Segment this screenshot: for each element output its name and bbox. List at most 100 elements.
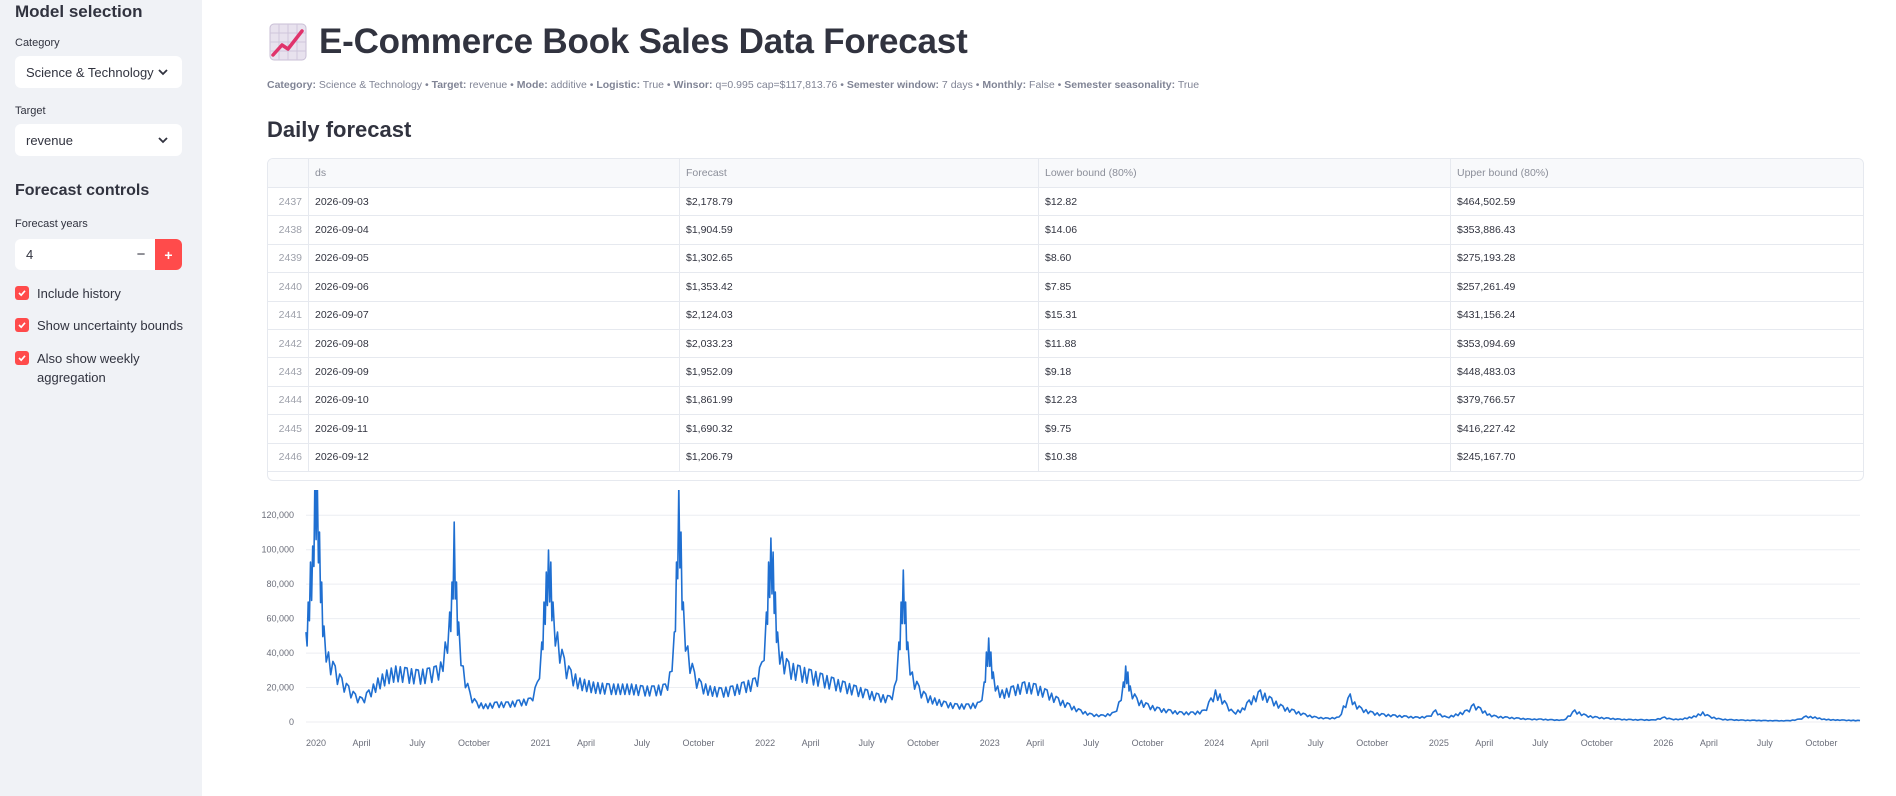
row-index: 2440 bbox=[268, 273, 309, 301]
meta-value: additive bbox=[547, 79, 587, 91]
row-index: 2437 bbox=[268, 188, 309, 216]
table-cell: $416,227.42 bbox=[1457, 422, 1516, 435]
table-cell: 2026-09-05 bbox=[309, 244, 680, 273]
meta-separator: • bbox=[586, 79, 597, 91]
y-tick-label: 60,000 bbox=[266, 614, 294, 624]
index-header bbox=[268, 159, 309, 187]
sidebar: Model selection Category Science & Techn… bbox=[0, 0, 202, 796]
table-row[interactable]: 2446 2026-09-12 $1,206.79 $10.38 $245,167.70 bbox=[268, 443, 1863, 472]
row-index: 2444 bbox=[268, 386, 309, 415]
checkmark-icon bbox=[15, 286, 29, 300]
meta-key: Target: bbox=[431, 79, 467, 91]
target-select-value: revenue bbox=[26, 132, 73, 148]
meta-value: False bbox=[1026, 79, 1055, 91]
table-cell: 2026-09-10 bbox=[309, 386, 680, 415]
table-row[interactable]: 2443 2026-09-09 $1,952.09 $9.18 $448,483.03 bbox=[268, 358, 1863, 387]
x-tick-label: July bbox=[409, 738, 426, 748]
chevron-down-icon bbox=[158, 69, 168, 76]
include-history-checkbox[interactable]: Include history bbox=[15, 284, 121, 303]
target-select[interactable]: revenue bbox=[15, 124, 182, 156]
table-cell: 2026-09-07 bbox=[309, 301, 680, 329]
target-label: Target bbox=[15, 105, 46, 117]
x-tick-label: 2026 bbox=[1653, 738, 1673, 748]
x-tick-label: 2021 bbox=[531, 738, 551, 748]
table-cell: $9.18 bbox=[1039, 358, 1451, 386]
checkmark-icon bbox=[15, 318, 29, 332]
upper-bound-header[interactable]: Upper bound (80%) bbox=[1457, 167, 1549, 179]
table-cell: $379,766.57 bbox=[1457, 394, 1516, 407]
row-index: 2445 bbox=[268, 415, 309, 443]
x-tick-label: April bbox=[1700, 738, 1718, 748]
category-label: Category bbox=[15, 37, 60, 49]
checkmark-icon bbox=[15, 351, 29, 365]
forecast-line-chart: 0 20,000 40,000 60,000 80,000 100,000 120,000 2… bbox=[261, 490, 1861, 748]
weekly-aggregation-label: Also show weekly aggregation bbox=[37, 351, 140, 385]
table-row[interactable]: 2444 2026-09-10 $1,861.99 $12.23 $379,766.57 bbox=[268, 386, 1863, 416]
table-row[interactable]: 2439 2026-09-05 $1,302.65 $8.60 $275,193.28 bbox=[268, 244, 1863, 274]
category-select[interactable]: Science & Technology bbox=[15, 56, 182, 88]
table-cell: 2026-09-12 bbox=[309, 443, 680, 471]
table-row[interactable]: 2440 2026-09-06 $1,353.42 $7.85 $257,261.49 bbox=[268, 273, 1863, 302]
forecast-years-input[interactable]: 4 bbox=[15, 239, 127, 270]
forecast-series-line bbox=[305, 490, 1861, 722]
y-tick-label: 40,000 bbox=[266, 648, 294, 658]
forecast-header[interactable]: Forecast bbox=[680, 159, 1039, 187]
table-body: 2437 2026-09-03 $2,178.79 $12.82 $464,502.59… bbox=[268, 188, 1863, 472]
x-tick-label: July bbox=[634, 738, 651, 748]
table-cell: $11.88 bbox=[1039, 329, 1451, 358]
x-tick-label: 2023 bbox=[980, 738, 1000, 748]
table-row[interactable]: 2438 2026-09-04 $1,904.59 $14.06 $353,886.43 bbox=[268, 216, 1863, 245]
forecast-controls-heading: Forecast controls bbox=[15, 182, 150, 199]
meta-separator: • bbox=[972, 79, 983, 91]
weekly-aggregation-checkbox[interactable]: Also show weekly aggregation bbox=[15, 349, 155, 387]
table-cell: 2026-09-04 bbox=[309, 216, 680, 244]
x-tick-label: April bbox=[1251, 738, 1269, 748]
table-cell: $245,167.70 bbox=[1457, 451, 1516, 464]
x-tick-label: April bbox=[577, 738, 595, 748]
row-index: 2439 bbox=[268, 244, 309, 273]
meta-value: 7 days bbox=[939, 79, 973, 91]
table-cell: $1,353.42 bbox=[680, 273, 1039, 301]
table-cell: $353,886.43 bbox=[1457, 224, 1516, 237]
y-tick-label: 80,000 bbox=[266, 579, 294, 589]
table-cell: $10.38 bbox=[1039, 443, 1451, 471]
y-tick-label: 120,000 bbox=[261, 510, 294, 520]
meta-separator: • bbox=[507, 79, 517, 91]
meta-separator: • bbox=[837, 79, 847, 91]
lower-bound-header[interactable]: Lower bound (80%) bbox=[1039, 159, 1451, 187]
table-cell: $8.60 bbox=[1039, 244, 1451, 273]
x-tick-label: October bbox=[1132, 738, 1164, 748]
category-select-value: Science & Technology bbox=[26, 64, 154, 80]
row-index: 2446 bbox=[268, 443, 309, 471]
model-selection-heading: Model selection bbox=[15, 2, 143, 21]
table-row[interactable]: 2442 2026-09-08 $2,033.23 $11.88 $353,094.69 bbox=[268, 329, 1863, 359]
table-cell: $1,904.59 bbox=[680, 216, 1039, 244]
meta-value: revenue bbox=[466, 79, 508, 91]
increment-button[interactable]: + bbox=[155, 239, 182, 270]
y-tick-label: 100,000 bbox=[261, 545, 294, 555]
table-cell: $14.06 bbox=[1039, 216, 1451, 244]
decrement-button[interactable]: − bbox=[127, 239, 155, 270]
page-title: E-Commerce Book Sales Data Forecast bbox=[319, 22, 968, 61]
table-cell: $431,156.24 bbox=[1457, 309, 1516, 322]
table-row[interactable]: 2445 2026-09-11 $1,690.32 $9.75 $416,227.42 bbox=[268, 415, 1863, 444]
table-row[interactable]: 2437 2026-09-03 $2,178.79 $12.82 $464,502.59 bbox=[268, 188, 1863, 217]
table-row[interactable]: 2441 2026-09-07 $2,124.03 $15.31 $431,156.24 bbox=[268, 301, 1863, 330]
table-cell: 2026-09-03 bbox=[309, 188, 680, 216]
forecast-years-label: Forecast years bbox=[15, 218, 88, 230]
x-tick-label: October bbox=[907, 738, 939, 748]
x-tick-label: October bbox=[1805, 738, 1837, 748]
table-cell: $12.82 bbox=[1039, 188, 1451, 216]
meta-key: Winsor: bbox=[673, 79, 713, 91]
x-tick-label: April bbox=[1026, 738, 1044, 748]
ds-header[interactable]: ds bbox=[309, 159, 680, 187]
table-cell: 2026-09-11 bbox=[309, 415, 680, 443]
show-uncertainty-label: Show uncertainty bounds bbox=[37, 318, 183, 333]
daily-forecast-heading: Daily forecast bbox=[267, 117, 412, 142]
forecast-table[interactable]: ds Forecast Lower bound (80%) Upper boun… bbox=[267, 158, 1864, 481]
show-uncertainty-checkbox[interactable]: Show uncertainty bounds bbox=[15, 316, 183, 335]
x-tick-label: July bbox=[1083, 738, 1100, 748]
x-tick-label: April bbox=[802, 738, 820, 748]
table-cell: $7.85 bbox=[1039, 273, 1451, 301]
x-tick-label: October bbox=[1356, 738, 1388, 748]
